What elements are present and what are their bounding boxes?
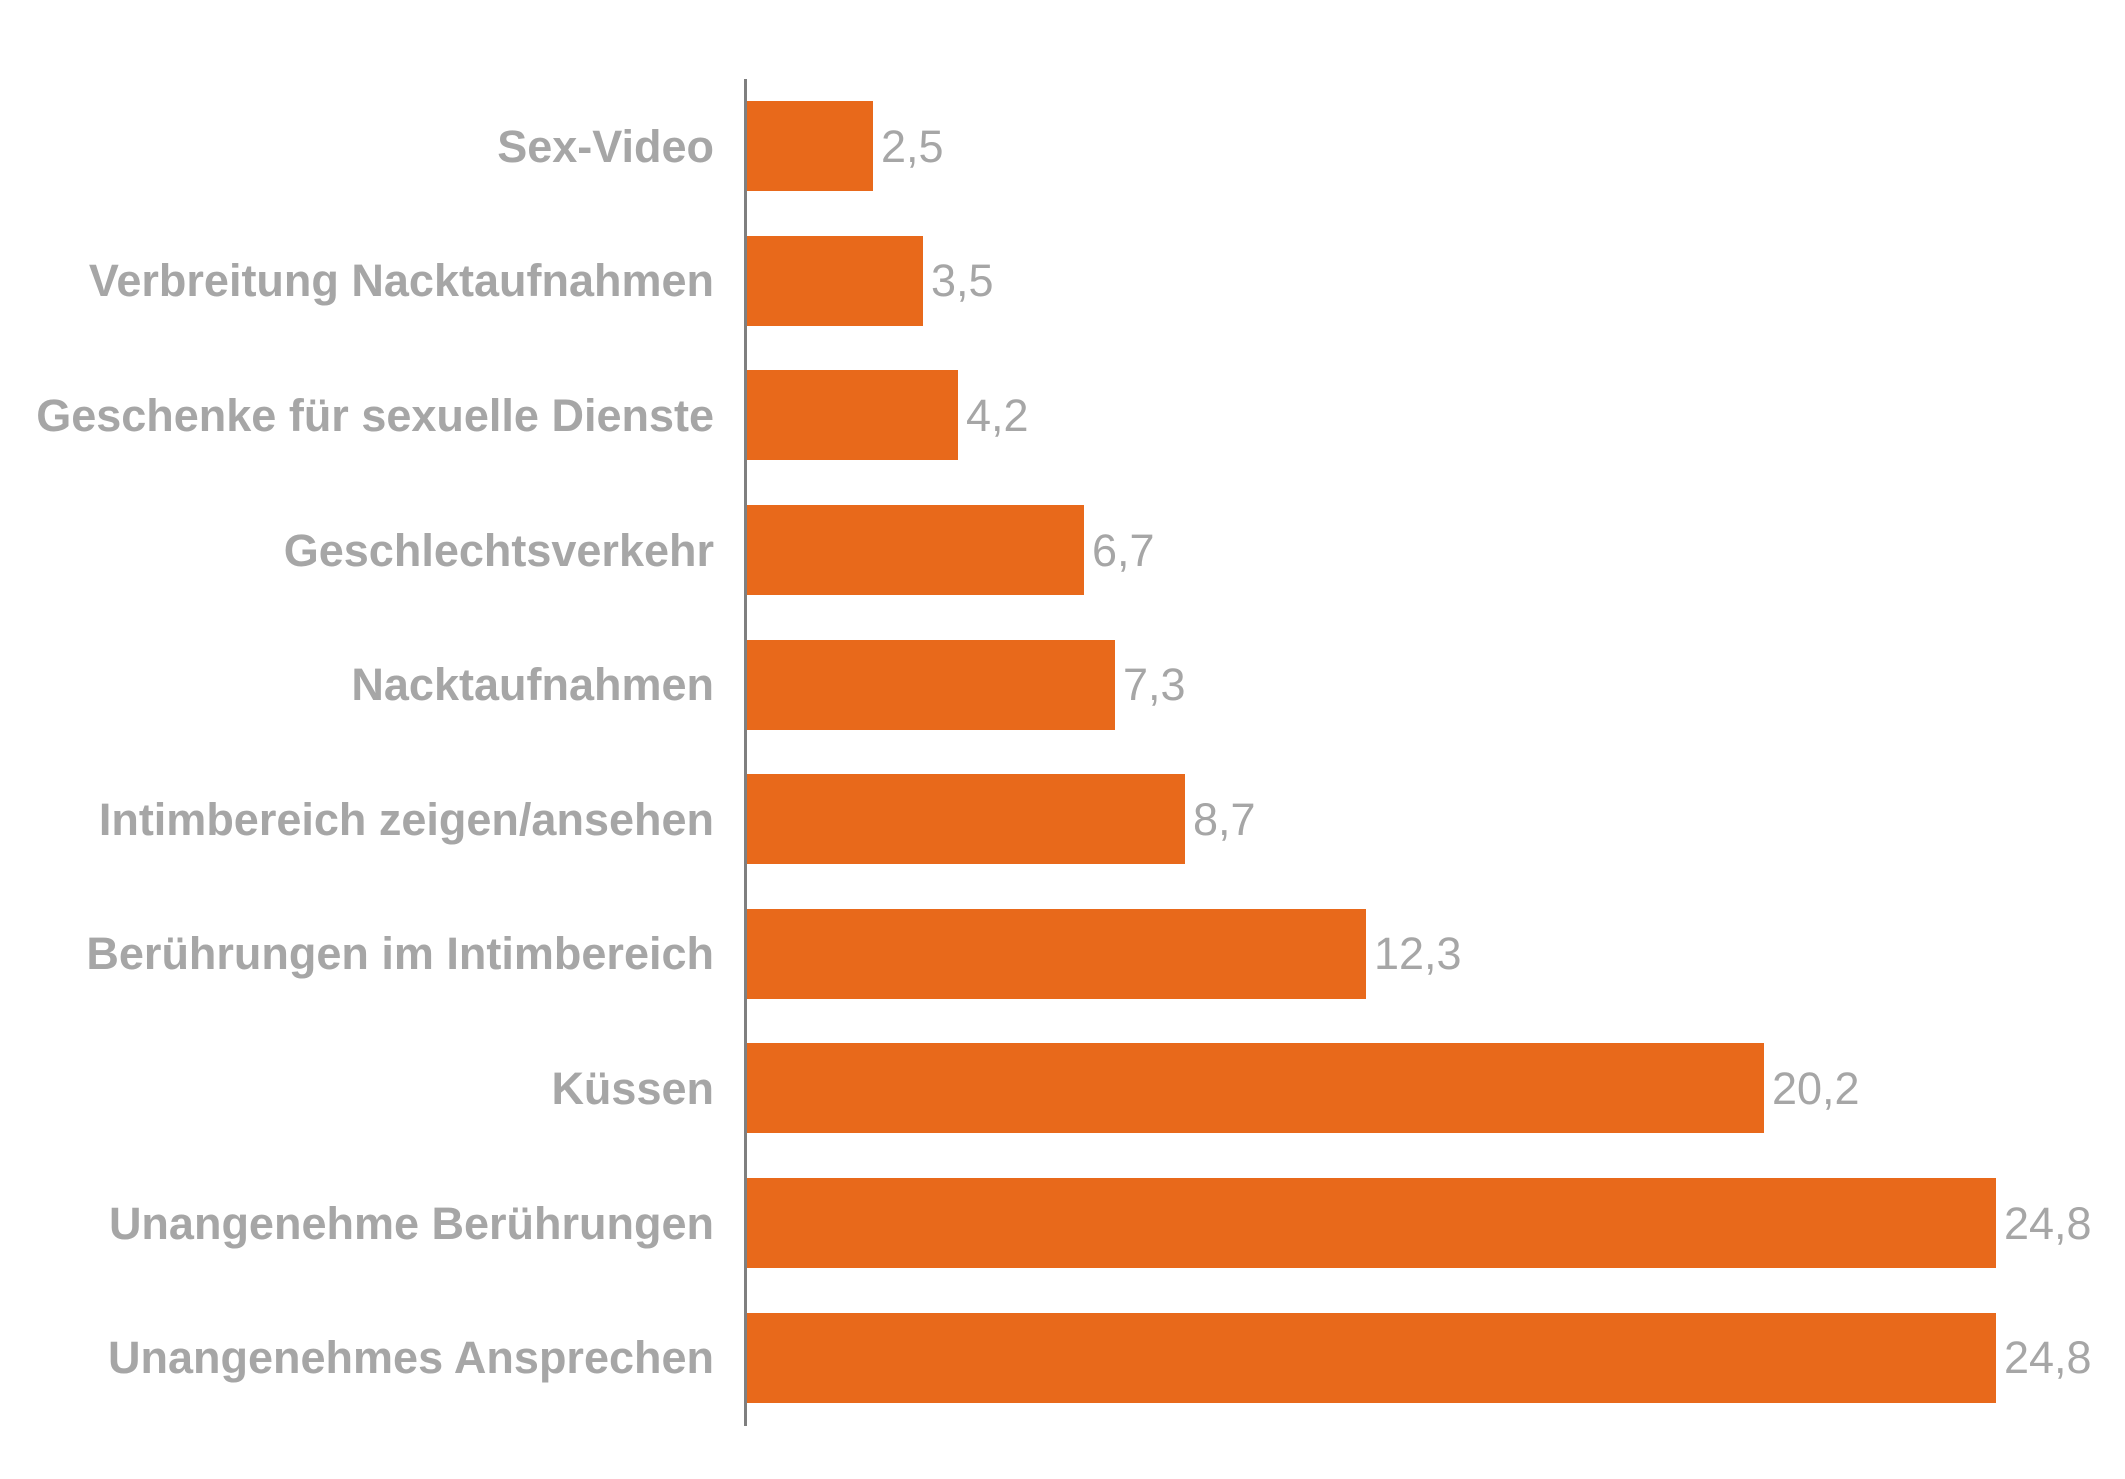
value-label: 20,2 — [1772, 1062, 1860, 1114]
category-label: Berührungen im Intimbereich — [86, 928, 714, 980]
value-label: 8,7 — [1193, 793, 1256, 845]
bar — [747, 1178, 1996, 1269]
category-label: Sex-Video — [497, 120, 714, 172]
bar — [747, 235, 923, 326]
bar-area: 6,7 — [744, 483, 2125, 618]
bar — [747, 1312, 1996, 1403]
category-label: Küssen — [551, 1062, 714, 1114]
category-label: Unangenehme Berührungen — [108, 1197, 714, 1249]
bar-row: Unangenehme Berührungen 24,8 — [0, 1156, 2125, 1291]
category-label: Verbreitung Nacktaufnahmen — [88, 255, 714, 307]
category-label: Nacktaufnahmen — [351, 659, 714, 711]
bar-area: 3,5 — [744, 214, 2125, 349]
bar-row: Verbreitung Nacktaufnahmen 3,5 — [0, 214, 2125, 349]
bar-row: Geschenke für sexuelle Dienste 4,2 — [0, 348, 2125, 483]
value-label: 12,3 — [1374, 928, 1462, 980]
bar — [747, 505, 1084, 596]
value-label: 24,8 — [2004, 1197, 2092, 1249]
bar-area: 20,2 — [744, 1021, 2125, 1156]
category-label: Geschlechtsverkehr — [283, 524, 714, 576]
value-label: 6,7 — [1092, 524, 1155, 576]
bar-area: 12,3 — [744, 887, 2125, 1022]
category-label: Intimbereich zeigen/ansehen — [98, 793, 714, 845]
value-label: 3,5 — [931, 255, 994, 307]
bar-row: Unangenehmes Ansprechen 24,8 — [0, 1290, 2125, 1425]
category-label: Unangenehmes Ansprechen — [108, 1332, 714, 1384]
bar-area: 24,8 — [744, 1290, 2125, 1425]
bar-row: Berührungen im Intimbereich 12,3 — [0, 887, 2125, 1022]
value-label: 2,5 — [881, 120, 944, 172]
bar-row: Nacktaufnahmen 7,3 — [0, 617, 2125, 752]
bar-area: 2,5 — [744, 79, 2125, 214]
bar — [747, 101, 873, 192]
bar-row: Küssen 20,2 — [0, 1021, 2125, 1156]
category-label: Geschenke für sexuelle Dienste — [36, 389, 714, 441]
value-label: 4,2 — [966, 389, 1029, 441]
bar-row: Sex-Video 2,5 — [0, 79, 2125, 214]
bar — [747, 774, 1185, 865]
bar-area: 4,2 — [744, 348, 2125, 483]
bar-row: Geschlechtsverkehr 6,7 — [0, 483, 2125, 618]
bar-area: 7,3 — [744, 617, 2125, 752]
bar-area: 8,7 — [744, 752, 2125, 887]
value-label: 24,8 — [2004, 1332, 2092, 1384]
bar-area: 24,8 — [744, 1156, 2125, 1291]
value-label: 7,3 — [1123, 659, 1186, 711]
y-axis-line — [744, 79, 747, 1426]
bar — [747, 639, 1115, 730]
bar — [747, 1043, 1764, 1134]
bar — [747, 370, 958, 461]
bar-row: Intimbereich zeigen/ansehen 8,7 — [0, 752, 2125, 887]
bar — [747, 908, 1366, 999]
bar-rows: Sex-Video 2,5 Verbreitung Nacktaufnahmen… — [0, 79, 2125, 1425]
